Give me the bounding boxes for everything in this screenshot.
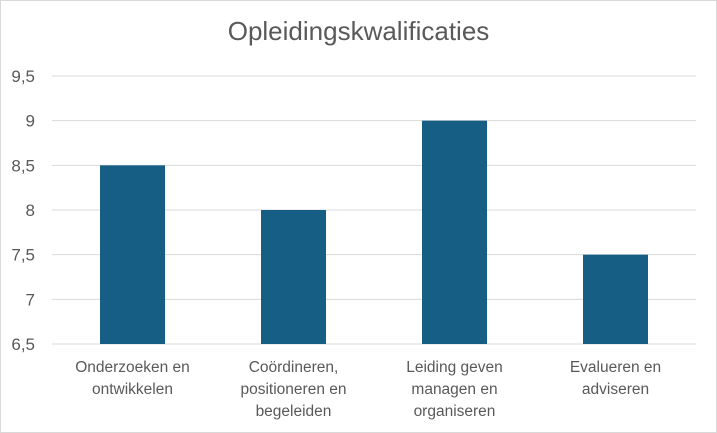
y-tick-label: 9,5: [11, 67, 35, 86]
x-category-label: organiseren: [414, 403, 496, 420]
x-category-label: positioneren en: [241, 381, 347, 398]
bar: [100, 165, 165, 344]
bar: [261, 210, 326, 344]
y-tick-label: 9: [26, 112, 35, 131]
x-axis-categories: Onderzoeken en ontwikkelen Coördineren, pos…: [75, 359, 661, 420]
y-tick-label: 6,5: [11, 335, 35, 354]
bar: [422, 120, 487, 345]
bar: [583, 254, 648, 344]
x-category-label: Coördineren,: [249, 359, 339, 376]
y-tick-label: 8: [26, 201, 35, 220]
y-tick-label: 7,5: [11, 246, 35, 265]
x-category-label: Evalueren en: [570, 359, 661, 376]
x-category-label: Onderzoeken en: [75, 359, 190, 376]
bars: [100, 120, 648, 345]
x-category-label: Leiding geven: [406, 359, 503, 376]
x-category-label: begeleiden: [256, 403, 332, 420]
y-tick-label: 7: [26, 290, 35, 309]
y-axis-ticks: 6,5 7 7,5 8 8,5 9 9,5: [11, 67, 35, 354]
x-category-label: managen en: [411, 381, 497, 398]
x-category-label: adviseren: [582, 381, 649, 398]
y-tick-label: 8,5: [11, 156, 35, 175]
x-category-label: ontwikkelen: [92, 381, 173, 398]
chart-title: Opleidingskwalificaties: [227, 16, 490, 46]
